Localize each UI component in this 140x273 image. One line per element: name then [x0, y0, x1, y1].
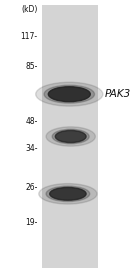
- Text: 48-: 48-: [25, 117, 38, 126]
- Ellipse shape: [52, 129, 89, 144]
- Text: (kD): (kD): [21, 5, 38, 14]
- Text: 26-: 26-: [25, 183, 38, 191]
- Ellipse shape: [55, 130, 86, 143]
- Text: PAK3: PAK3: [105, 89, 131, 99]
- FancyBboxPatch shape: [42, 5, 98, 268]
- Ellipse shape: [46, 186, 90, 201]
- Ellipse shape: [50, 188, 86, 200]
- Ellipse shape: [36, 82, 103, 106]
- Ellipse shape: [46, 127, 95, 146]
- Ellipse shape: [48, 87, 90, 102]
- Text: 117-: 117-: [21, 32, 38, 41]
- Text: 19-: 19-: [25, 218, 38, 227]
- Text: 34-: 34-: [25, 144, 38, 153]
- Text: 85-: 85-: [25, 63, 38, 71]
- Ellipse shape: [39, 184, 97, 204]
- Ellipse shape: [44, 85, 94, 103]
